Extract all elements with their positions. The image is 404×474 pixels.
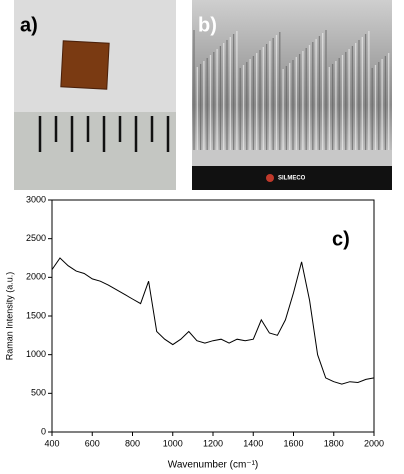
substrate [192, 150, 392, 166]
logo-bar [192, 166, 392, 190]
x-tick-label: 1800 [324, 438, 344, 448]
x-tick-label: 1000 [163, 438, 183, 448]
x-tick-label: 1400 [243, 438, 263, 448]
photo-a: a) [14, 0, 176, 190]
x-tick-label: 1600 [283, 438, 303, 448]
annotation: c) [332, 228, 350, 250]
logo-icon [266, 174, 274, 182]
y-tick-label: 500 [31, 388, 46, 398]
y-tick-label: 2500 [26, 233, 46, 243]
x-tick-label: 1200 [203, 438, 223, 448]
panel-label: a) [20, 14, 38, 36]
y-tick-label: 2000 [26, 272, 46, 282]
plot-frame [51, 199, 375, 433]
sample-chip [60, 40, 110, 90]
panel-label: b) [198, 14, 217, 36]
spectrum-line [51, 257, 375, 385]
y-tick-label: 0 [41, 426, 46, 436]
y-tick-label: 3000 [26, 194, 46, 204]
x-axis-label: Wavenumber (cm⁻¹) [168, 460, 258, 471]
x-tick-label: 800 [125, 438, 140, 448]
y-axis-label: Raman Intensity (a.u.) [4, 272, 14, 361]
y-tick-label: 1000 [26, 349, 46, 359]
photo-b: SILMECO b) [192, 0, 392, 190]
x-tick-label: 400 [44, 438, 59, 448]
y-tick-label: 1500 [26, 310, 46, 320]
x-tick-label: 600 [85, 438, 100, 448]
logo-text: SILMECO [278, 176, 306, 182]
x-tick-label: 2000 [364, 438, 384, 448]
